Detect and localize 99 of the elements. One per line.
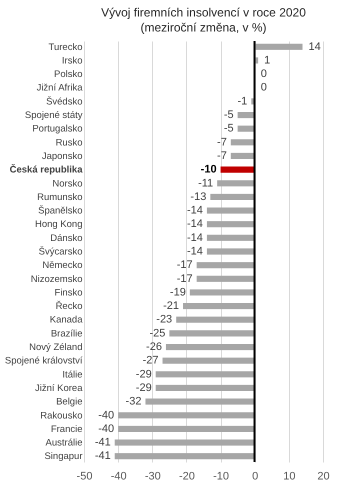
data-label: -13 xyxy=(190,190,206,203)
bar xyxy=(190,289,255,296)
x-tick-label: -40 xyxy=(110,470,127,482)
x-tick-label: -10 xyxy=(213,470,230,482)
y-tick-label: Finsko xyxy=(54,287,82,298)
data-label: -14 xyxy=(187,232,203,244)
bar xyxy=(206,248,255,255)
y-tick-label: Kanada xyxy=(50,314,84,326)
bar xyxy=(169,330,255,336)
y-tick-label: Hong Kong xyxy=(34,219,82,230)
data-label: -23 xyxy=(156,314,172,326)
y-tick-label: Turecko xyxy=(48,42,82,53)
bar xyxy=(118,412,255,418)
bar xyxy=(238,112,255,118)
data-label: 14 xyxy=(308,40,321,53)
y-tick-label: Nizozemsko xyxy=(30,274,82,285)
x-tick-label: 20 xyxy=(317,470,330,482)
data-label: -19 xyxy=(170,286,186,298)
data-label: -29 xyxy=(136,368,152,380)
bar xyxy=(220,166,255,173)
data-label: 0 xyxy=(260,68,267,80)
bar xyxy=(183,303,255,310)
data-label: -25 xyxy=(149,327,166,340)
data-label: -17 xyxy=(176,272,193,285)
y-tick-label: Španělsko xyxy=(38,204,82,217)
bar xyxy=(217,180,255,186)
y-tick-label: Řecko xyxy=(56,300,82,312)
data-label: 1 xyxy=(264,54,270,66)
bar xyxy=(206,234,255,241)
y-tick-label: Irsko xyxy=(62,55,82,66)
data-label: -7 xyxy=(217,136,227,148)
data-label: -5 xyxy=(224,122,234,135)
data-label: -7 xyxy=(217,150,227,162)
data-label: -32 xyxy=(126,396,142,408)
y-tick-label: Rumunsko xyxy=(37,192,82,203)
y-tick-label: Polsko xyxy=(54,69,82,80)
y-tick-label: Portugalsko xyxy=(32,124,82,135)
bar xyxy=(118,426,255,432)
data-label: -41 xyxy=(94,436,111,449)
y-tick-label: Jižní Korea xyxy=(34,382,84,394)
bar xyxy=(238,126,255,132)
data-label: -17 xyxy=(176,259,193,272)
data-label: -10 xyxy=(200,164,217,176)
y-tick-label: Belgie xyxy=(56,396,82,408)
data-label: -5 xyxy=(224,109,234,122)
data-label: -1 xyxy=(238,95,248,108)
data-label: -14 xyxy=(187,204,203,217)
bar xyxy=(206,207,255,214)
y-tick-label: Švýcarsko xyxy=(38,246,82,258)
chart-title: Vývoj firemních insolvencí v roce 2020 xyxy=(101,5,306,20)
bar xyxy=(254,44,303,50)
data-label: -29 xyxy=(136,382,152,394)
x-tick-label: -30 xyxy=(144,470,161,482)
bar xyxy=(145,398,255,405)
x-tick-label: -50 xyxy=(76,470,92,482)
bar xyxy=(230,152,255,160)
bar xyxy=(114,453,255,460)
data-label: -27 xyxy=(142,354,159,367)
y-tick-label: Švédsko xyxy=(46,95,82,108)
y-tick-label: Rakousko xyxy=(40,410,82,422)
bar xyxy=(176,316,255,323)
data-label: -41 xyxy=(94,450,111,462)
y-tick-label: Francie xyxy=(50,424,82,435)
data-label: 0 xyxy=(260,82,267,94)
bar xyxy=(166,344,255,350)
y-tick-label: Německo xyxy=(42,260,82,272)
y-tick-label: Nový Zéland xyxy=(29,342,82,354)
y-tick-label: Singapur xyxy=(44,451,82,462)
y-tick-label: Spojené království xyxy=(4,356,83,367)
bar xyxy=(162,358,255,364)
y-tick-label: Jižní Afrika xyxy=(36,82,84,94)
bar xyxy=(156,384,255,392)
y-tick-label: Česká republika xyxy=(10,164,84,176)
bar xyxy=(196,276,255,282)
y-tick-label: Itálie xyxy=(62,369,82,380)
x-tick-label: 0 xyxy=(252,470,258,482)
bar xyxy=(206,221,255,228)
y-tick-label: Brazílie xyxy=(50,328,82,340)
data-label: -21 xyxy=(163,300,180,312)
y-tick-label: Japonsko xyxy=(42,150,82,162)
data-label: -14 xyxy=(187,218,203,230)
bar xyxy=(210,194,255,200)
y-tick-label: Norsko xyxy=(52,178,82,190)
x-tick-label: 10 xyxy=(283,470,296,482)
y-tick-label: Rusko xyxy=(56,137,82,148)
data-label: -40 xyxy=(98,422,114,435)
data-label: -14 xyxy=(187,246,203,258)
data-label: -26 xyxy=(146,341,162,354)
bar xyxy=(114,439,255,446)
y-tick-label: Austrálie xyxy=(46,438,82,449)
chart-subtitle: (meziroční změna, v %) xyxy=(140,20,267,34)
data-label: -40 xyxy=(98,409,114,422)
bar xyxy=(196,262,255,268)
bar xyxy=(230,139,255,146)
data-label: -11 xyxy=(198,177,214,190)
y-tick-label: Spojené státy xyxy=(24,110,83,122)
y-tick-label: Dánsko xyxy=(50,232,82,244)
x-tick-label: -20 xyxy=(178,470,195,482)
bar xyxy=(156,371,255,378)
